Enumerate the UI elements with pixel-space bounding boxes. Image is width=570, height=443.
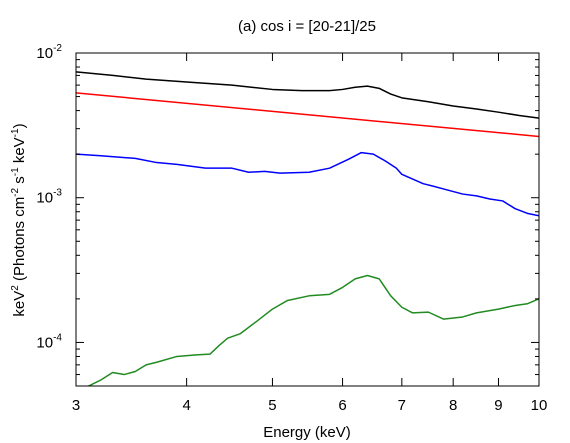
chart-title: (a) cos i = [20-21]/25 bbox=[238, 18, 376, 35]
x-tick-label: 10 bbox=[531, 397, 548, 414]
x-tick-label: 5 bbox=[268, 397, 276, 414]
series-line-3 bbox=[76, 151, 539, 217]
x-tick-label: 6 bbox=[338, 397, 346, 414]
x-axis-label: Energy (keV) bbox=[263, 424, 351, 441]
x-tick-label: 7 bbox=[398, 397, 406, 414]
x-tick-label: 3 bbox=[72, 397, 80, 414]
ticks-layer bbox=[75, 52, 540, 386]
y-tick-label: 10-3 bbox=[36, 188, 62, 207]
y-tick-label: 10-4 bbox=[36, 332, 62, 351]
series-line-4 bbox=[84, 274, 539, 386]
plot-frame bbox=[75, 52, 540, 387]
y-axis-label: keV2 (Photons cm-2 s-1 keV-1) bbox=[10, 123, 28, 316]
x-tick-label: 8 bbox=[449, 397, 457, 414]
tick-labels-layer: 3 4 5 6 7 8 9 10 10-2 10-3 10-4 bbox=[36, 43, 547, 414]
y-tick-label: 10-2 bbox=[36, 43, 62, 62]
x-tick-label: 9 bbox=[494, 397, 502, 414]
series-layer bbox=[76, 71, 539, 386]
series-line-1 bbox=[76, 71, 539, 119]
x-tick-label: 4 bbox=[182, 397, 190, 414]
series-line-2 bbox=[76, 92, 539, 138]
